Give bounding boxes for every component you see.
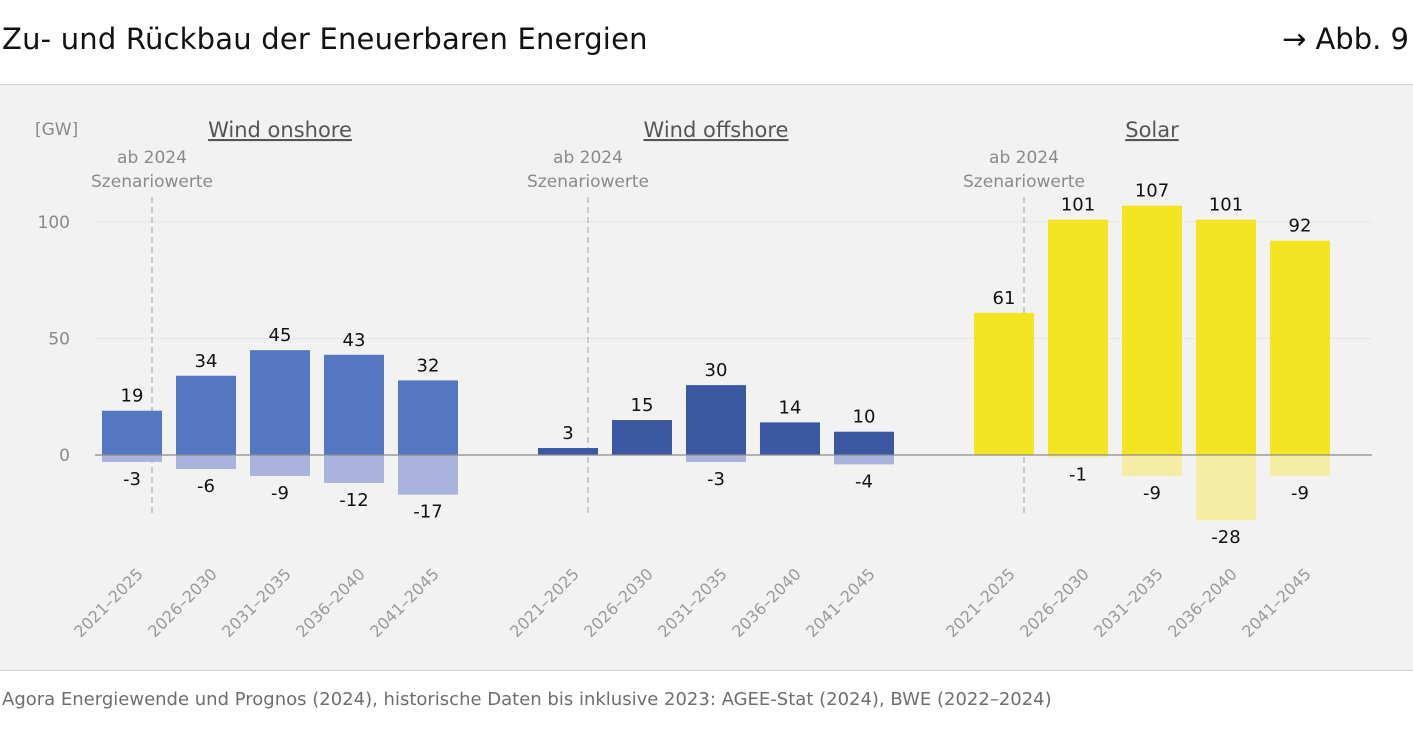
y-unit-label: [GW]	[35, 120, 78, 140]
data-label-negative: -28	[1211, 527, 1240, 548]
bar-positive	[1048, 219, 1108, 455]
x-tick-label: 2021–2025	[942, 564, 1019, 641]
bar-positive	[538, 448, 598, 455]
bar-positive	[760, 422, 820, 455]
bar-positive	[398, 380, 458, 455]
data-label-negative: -12	[339, 490, 368, 511]
x-tick-label: 2026–2030	[1016, 564, 1093, 641]
scenario-note-line1: ab 2024	[553, 148, 623, 168]
data-label-positive: 19	[121, 386, 144, 407]
data-label-positive: 61	[993, 288, 1016, 309]
bar-negative	[250, 455, 310, 476]
data-label-positive: 30	[705, 360, 728, 381]
y-tick-label: 0	[59, 446, 70, 466]
x-tick-label: 2031–2035	[1090, 564, 1167, 641]
x-tick-label: 2041–2045	[802, 564, 879, 641]
data-label-negative: -9	[1143, 483, 1161, 504]
data-label-negative: -4	[855, 471, 873, 492]
data-label-positive: 32	[417, 355, 440, 376]
scenario-note-line2: Szenariowerte	[527, 172, 649, 192]
data-label-positive: 101	[1061, 195, 1095, 216]
bar-negative	[834, 455, 894, 465]
x-tick-label: 2036–2040	[1164, 564, 1241, 641]
bar-positive	[612, 420, 672, 455]
scenario-note-line2: Szenariowerte	[963, 172, 1085, 192]
bar-positive	[1270, 240, 1330, 455]
x-tick-label: 2041–2045	[366, 564, 443, 641]
panel-title-solar[interactable]: Solar	[1125, 118, 1179, 142]
bar-chart: 0 50 100 [GW] Wind onshore ab 2024 Szenariower…	[35, 118, 1372, 641]
scenario-note-line2: Szenariowerte	[91, 172, 213, 192]
bar-negative	[1196, 455, 1256, 521]
data-label-negative: -9	[271, 483, 289, 504]
y-tick-label: 50	[48, 330, 70, 350]
x-tick-label: 2031–2035	[218, 564, 295, 641]
bar-negative	[176, 455, 236, 469]
bar-negative	[686, 455, 746, 462]
x-tick-label: 2036–2040	[292, 564, 369, 641]
x-tick-label: 2041–2045	[1238, 564, 1315, 641]
data-label-positive: 3	[562, 423, 573, 444]
y-tick-label: 100	[38, 213, 70, 233]
bar-positive	[250, 350, 310, 455]
data-label-positive: 10	[853, 407, 876, 428]
data-label-negative: -1	[1069, 464, 1087, 485]
bar-positive	[1196, 219, 1256, 455]
data-label-positive: 107	[1135, 181, 1169, 202]
x-tick-label: 2026–2030	[144, 564, 221, 641]
data-label-positive: 101	[1209, 195, 1243, 216]
source-note: Agora Energiewende und Prognos (2024), h…	[2, 689, 1052, 710]
data-label-negative: -6	[197, 476, 215, 497]
scenario-note-line1: ab 2024	[117, 148, 187, 168]
bar-negative	[1122, 455, 1182, 476]
bar-positive	[1122, 205, 1182, 455]
bar-positive	[686, 385, 746, 455]
x-tick-label: 2031–2035	[654, 564, 731, 641]
bar-positive	[324, 354, 384, 455]
data-label-negative: -3	[707, 469, 725, 490]
bar-negative	[1270, 455, 1330, 476]
data-label-positive: 15	[631, 395, 654, 416]
bar-positive	[834, 431, 894, 455]
data-label-positive: 34	[195, 351, 218, 372]
panel-title-wind-onshore[interactable]: Wind onshore	[208, 118, 352, 142]
data-label-positive: 43	[343, 330, 366, 351]
bar-negative	[398, 455, 458, 495]
data-label-positive: 92	[1289, 216, 1312, 237]
x-tick-label: 2021–2025	[70, 564, 147, 641]
data-label-negative: -9	[1291, 483, 1309, 504]
data-label-negative: -3	[123, 469, 141, 490]
bar-positive	[102, 410, 162, 455]
bar-negative	[1048, 455, 1108, 458]
bar-positive	[974, 312, 1034, 455]
data-label-positive: 45	[269, 325, 292, 346]
bar-negative	[324, 455, 384, 483]
figure-reference-link[interactable]: → Abb. 9	[1281, 22, 1409, 56]
header: Zu- und Rückbau der Eneuerbaren Energien…	[0, 0, 1413, 85]
x-tick-label: 2036–2040	[728, 564, 805, 641]
data-label-positive: 14	[779, 397, 802, 418]
chart-title: Zu- und Rückbau der Eneuerbaren Energien	[2, 22, 648, 56]
x-tick-label: 2021–2025	[506, 564, 583, 641]
data-label-negative: -17	[413, 502, 442, 523]
bar-negative	[102, 455, 162, 462]
scenario-note-line1: ab 2024	[989, 148, 1059, 168]
bar-positive	[176, 375, 236, 455]
panel-title-wind-offshore[interactable]: Wind offshore	[644, 118, 789, 142]
x-tick-label: 2026–2030	[580, 564, 657, 641]
